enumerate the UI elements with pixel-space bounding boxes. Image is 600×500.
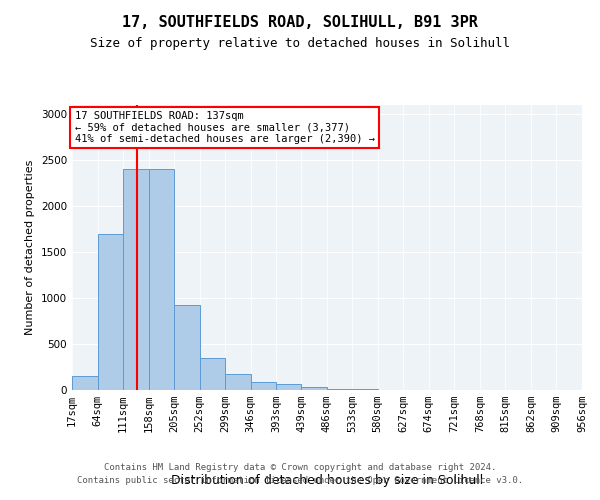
Text: Contains HM Land Registry data © Crown copyright and database right 2024.
Contai: Contains HM Land Registry data © Crown c…: [77, 464, 523, 485]
Bar: [327, 388, 352, 390]
Bar: [276, 384, 301, 390]
Bar: [98, 234, 123, 390]
Bar: [123, 170, 149, 390]
Bar: [72, 376, 98, 390]
Text: 17 SOUTHFIELDS ROAD: 137sqm
← 59% of detached houses are smaller (3,377)
41% of : 17 SOUTHFIELDS ROAD: 137sqm ← 59% of det…: [74, 110, 374, 144]
Bar: [149, 170, 174, 390]
Bar: [200, 358, 225, 390]
Bar: [301, 387, 327, 390]
Bar: [251, 382, 276, 390]
Bar: [225, 374, 251, 390]
Y-axis label: Number of detached properties: Number of detached properties: [25, 160, 35, 335]
Bar: [174, 305, 200, 390]
X-axis label: Distribution of detached houses by size in Solihull: Distribution of detached houses by size …: [171, 474, 483, 487]
Text: 17, SOUTHFIELDS ROAD, SOLIHULL, B91 3PR: 17, SOUTHFIELDS ROAD, SOLIHULL, B91 3PR: [122, 15, 478, 30]
Text: Size of property relative to detached houses in Solihull: Size of property relative to detached ho…: [90, 38, 510, 51]
